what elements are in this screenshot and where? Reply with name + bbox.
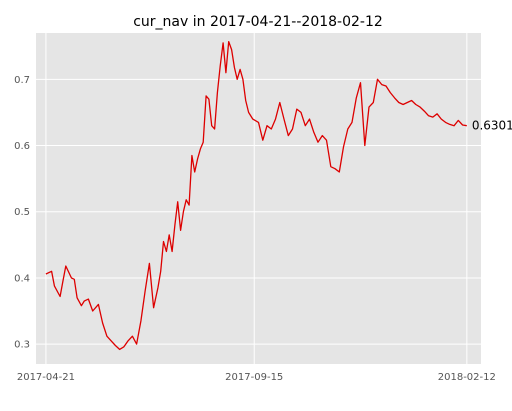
y-tick-label: 0.7 — [14, 75, 30, 86]
chart-title: cur_nav in 2017-04-21--2018-02-12 — [133, 14, 383, 30]
x-tick-label: 2017-04-21 — [17, 372, 75, 383]
y-tick-label: 0.3 — [14, 340, 30, 351]
x-tick-label: 2018-02-12 — [438, 372, 496, 383]
y-tick-label: 0.4 — [14, 273, 30, 284]
x-tick-label: 2017-09-15 — [225, 372, 283, 383]
end-value-label: 0.6301 — [472, 119, 512, 133]
plot-area — [36, 33, 481, 364]
y-tick-label: 0.6 — [14, 141, 30, 152]
tick-layer: 0.3 0.4 0.5 0.6 0.7 2017-04-21 2017-09-15 2018-… — [14, 75, 496, 383]
series-line-cur-nav — [45, 40, 467, 351]
grid-layer — [36, 33, 481, 364]
y-tick-label: 0.5 — [14, 207, 30, 218]
